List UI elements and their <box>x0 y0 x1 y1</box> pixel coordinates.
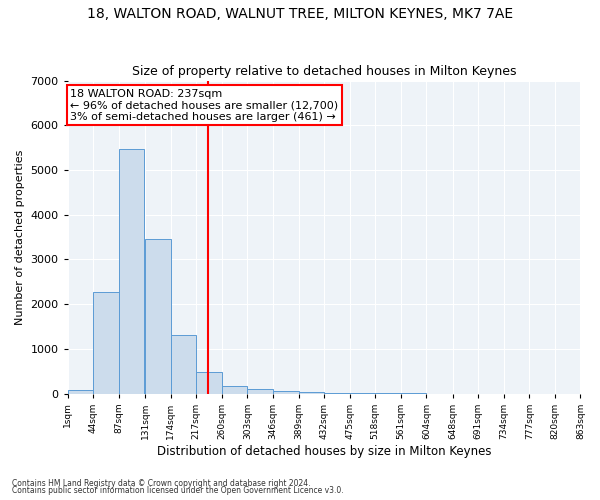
Y-axis label: Number of detached properties: Number of detached properties <box>15 150 25 324</box>
Bar <box>93 292 119 394</box>
Bar <box>68 390 93 394</box>
Bar <box>299 392 324 394</box>
Bar <box>222 386 247 394</box>
Bar <box>145 240 170 394</box>
Text: 18, WALTON ROAD, WALNUT TREE, MILTON KEYNES, MK7 7AE: 18, WALTON ROAD, WALNUT TREE, MILTON KEY… <box>87 8 513 22</box>
Title: Size of property relative to detached houses in Milton Keynes: Size of property relative to detached ho… <box>132 65 517 78</box>
X-axis label: Distribution of detached houses by size in Milton Keynes: Distribution of detached houses by size … <box>157 444 491 458</box>
Text: 18 WALTON ROAD: 237sqm
← 96% of detached houses are smaller (12,700)
3% of semi-: 18 WALTON ROAD: 237sqm ← 96% of detached… <box>70 88 338 122</box>
Text: Contains public sector information licensed under the Open Government Licence v3: Contains public sector information licen… <box>12 486 344 495</box>
Bar <box>247 390 273 394</box>
Bar <box>119 148 145 394</box>
Bar <box>196 372 222 394</box>
Bar <box>170 335 196 394</box>
Text: Contains HM Land Registry data © Crown copyright and database right 2024.: Contains HM Land Registry data © Crown c… <box>12 478 311 488</box>
Bar <box>273 391 299 394</box>
